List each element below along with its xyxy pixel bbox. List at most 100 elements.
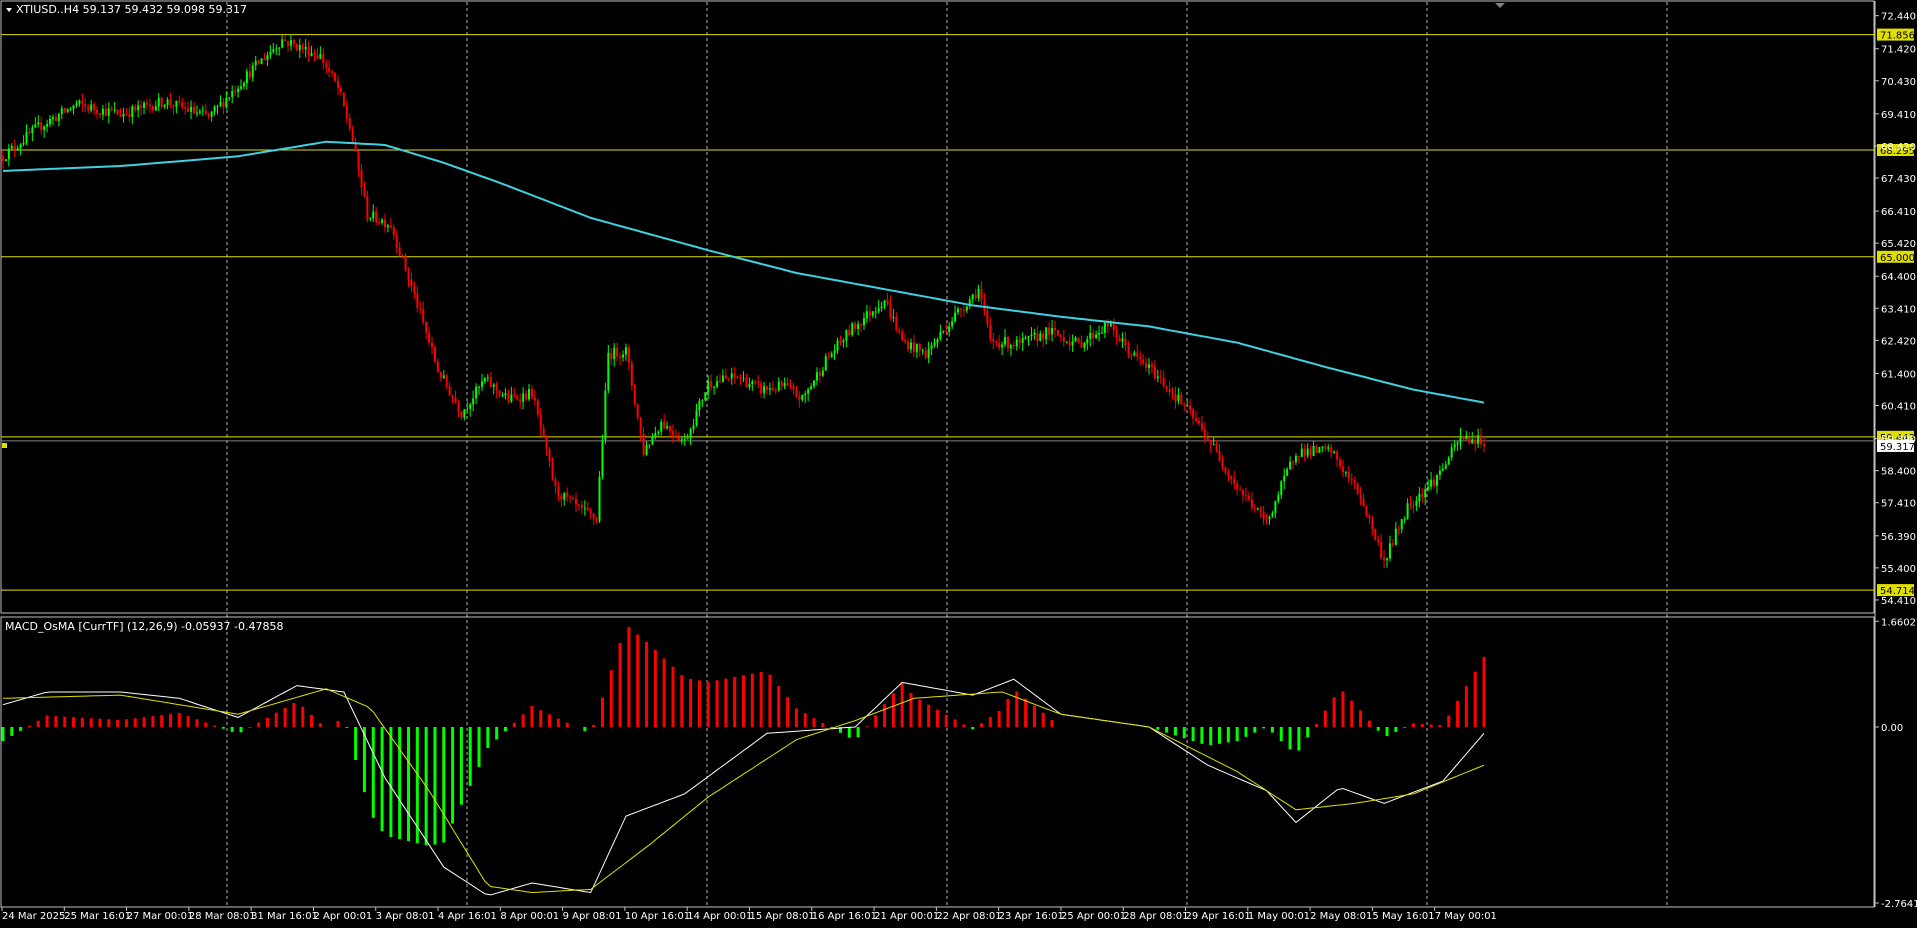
candle-body — [736, 376, 739, 378]
candle-body — [1244, 495, 1247, 497]
candle-body — [81, 100, 84, 105]
bid-label-box — [1877, 439, 1914, 452]
candle-body — [912, 342, 915, 353]
candle-body — [1394, 528, 1397, 545]
indicator-pane-frame — [0, 616, 1875, 908]
candle-body — [854, 323, 857, 329]
candle-body — [480, 381, 483, 387]
candle-body — [1377, 539, 1380, 542]
candle-body — [1265, 519, 1268, 521]
candle-body — [157, 98, 160, 107]
candle-body — [566, 492, 569, 498]
candle-body — [833, 350, 836, 354]
candle-body — [151, 106, 154, 111]
candle-body — [372, 211, 375, 219]
candle-body — [275, 48, 278, 50]
candle-body — [763, 386, 766, 394]
candle-body — [295, 43, 298, 51]
candle-body — [454, 397, 457, 403]
candle-body — [1212, 444, 1215, 446]
chart-shift-marker-icon[interactable] — [1495, 3, 1505, 8]
chevron-down-icon[interactable] — [6, 8, 12, 12]
candle-body — [789, 385, 792, 387]
level-label-1: 68.295 — [1880, 146, 1915, 157]
candle-body — [572, 498, 575, 500]
level-label-4: 54.714 — [1880, 586, 1915, 597]
candle-body — [1039, 333, 1042, 341]
candle-body — [1027, 336, 1030, 338]
candle-body — [284, 39, 287, 42]
indicator-axis[interactable]: 1.66027 0.00 -2.76411 — [1875, 617, 1917, 910]
candle-body — [965, 306, 968, 311]
price-tick-15: 57.410 — [1881, 499, 1916, 510]
time-label-22: 5 May 16:01 — [1372, 911, 1434, 922]
bid-label: 59.317 — [1880, 442, 1915, 453]
price-tick-11: 61.400 — [1881, 369, 1916, 380]
candle-body — [1294, 455, 1297, 463]
price-tick-4: 68.420 — [1881, 142, 1916, 153]
candle-body — [1430, 479, 1433, 487]
candle-body — [334, 73, 337, 81]
price-tick-17: 55.400 — [1881, 564, 1916, 575]
candle-body — [472, 398, 475, 405]
candle-body — [733, 373, 736, 377]
candle-body — [1221, 460, 1224, 468]
candle-body — [698, 400, 701, 411]
candle-body — [431, 342, 434, 348]
candle-body — [645, 445, 648, 455]
symbol-header: XTIUSD..H4 59.137 59.432 59.098 59.317 — [16, 3, 247, 16]
candle-body — [278, 47, 281, 49]
candle-body — [34, 124, 37, 128]
candle-body — [307, 46, 310, 57]
candle-body — [777, 381, 780, 391]
level-label-3: 59.443 — [1880, 433, 1915, 444]
candle-body — [516, 396, 519, 400]
candle-body — [892, 316, 895, 318]
candle-body — [1100, 332, 1103, 334]
candle-body — [554, 479, 557, 487]
indicator-header: MACD_OsMA [CurrTF] (12,26,9) -0.05937 -0… — [5, 620, 283, 633]
candle-body — [1465, 437, 1468, 440]
candle-body — [445, 375, 448, 387]
candle-body — [69, 108, 72, 110]
price-axis[interactable]: 72.440 71.420 70.430 69.410 68.420 67.430 66.4… — [1875, 12, 1916, 607]
candle-body — [1312, 445, 1315, 456]
macd-signal-line — [2, 688, 1485, 894]
candle-body — [137, 105, 140, 111]
candle-body — [386, 225, 389, 228]
candle-body — [525, 393, 528, 400]
candle-body — [1353, 480, 1356, 484]
candle-body — [1403, 518, 1406, 520]
candle-body — [216, 105, 219, 107]
candle-body — [1271, 513, 1274, 517]
candle-body — [269, 51, 272, 56]
candle-body — [651, 436, 654, 445]
level-label-box-1 — [1877, 143, 1914, 156]
candle-body — [1433, 479, 1436, 486]
candle-body — [331, 71, 334, 74]
candle-body — [548, 448, 551, 462]
candle-body — [1383, 557, 1386, 561]
candle-body — [930, 345, 933, 349]
candle-body — [198, 111, 201, 113]
candle-body — [669, 426, 672, 432]
candle-body — [1406, 503, 1409, 519]
candle-body — [610, 352, 613, 360]
level-handle-icon[interactable] — [2, 443, 7, 448]
candle-body — [1121, 338, 1124, 342]
candle-body — [513, 394, 516, 397]
candle-body — [1435, 474, 1438, 486]
candle-body — [1441, 468, 1444, 471]
candle-body — [469, 404, 472, 409]
candle-body — [389, 225, 392, 228]
candle-body — [942, 330, 945, 333]
candle-body — [921, 350, 924, 352]
candle-body — [1074, 337, 1077, 342]
candle-body — [1386, 558, 1389, 561]
price-tick-13: 59.390 — [1881, 435, 1916, 446]
candle-body — [31, 127, 34, 133]
horizontal-levels[interactable]: 71.856 68.295 65.000 59.443 54.714 59.317 — [1, 28, 1915, 598]
